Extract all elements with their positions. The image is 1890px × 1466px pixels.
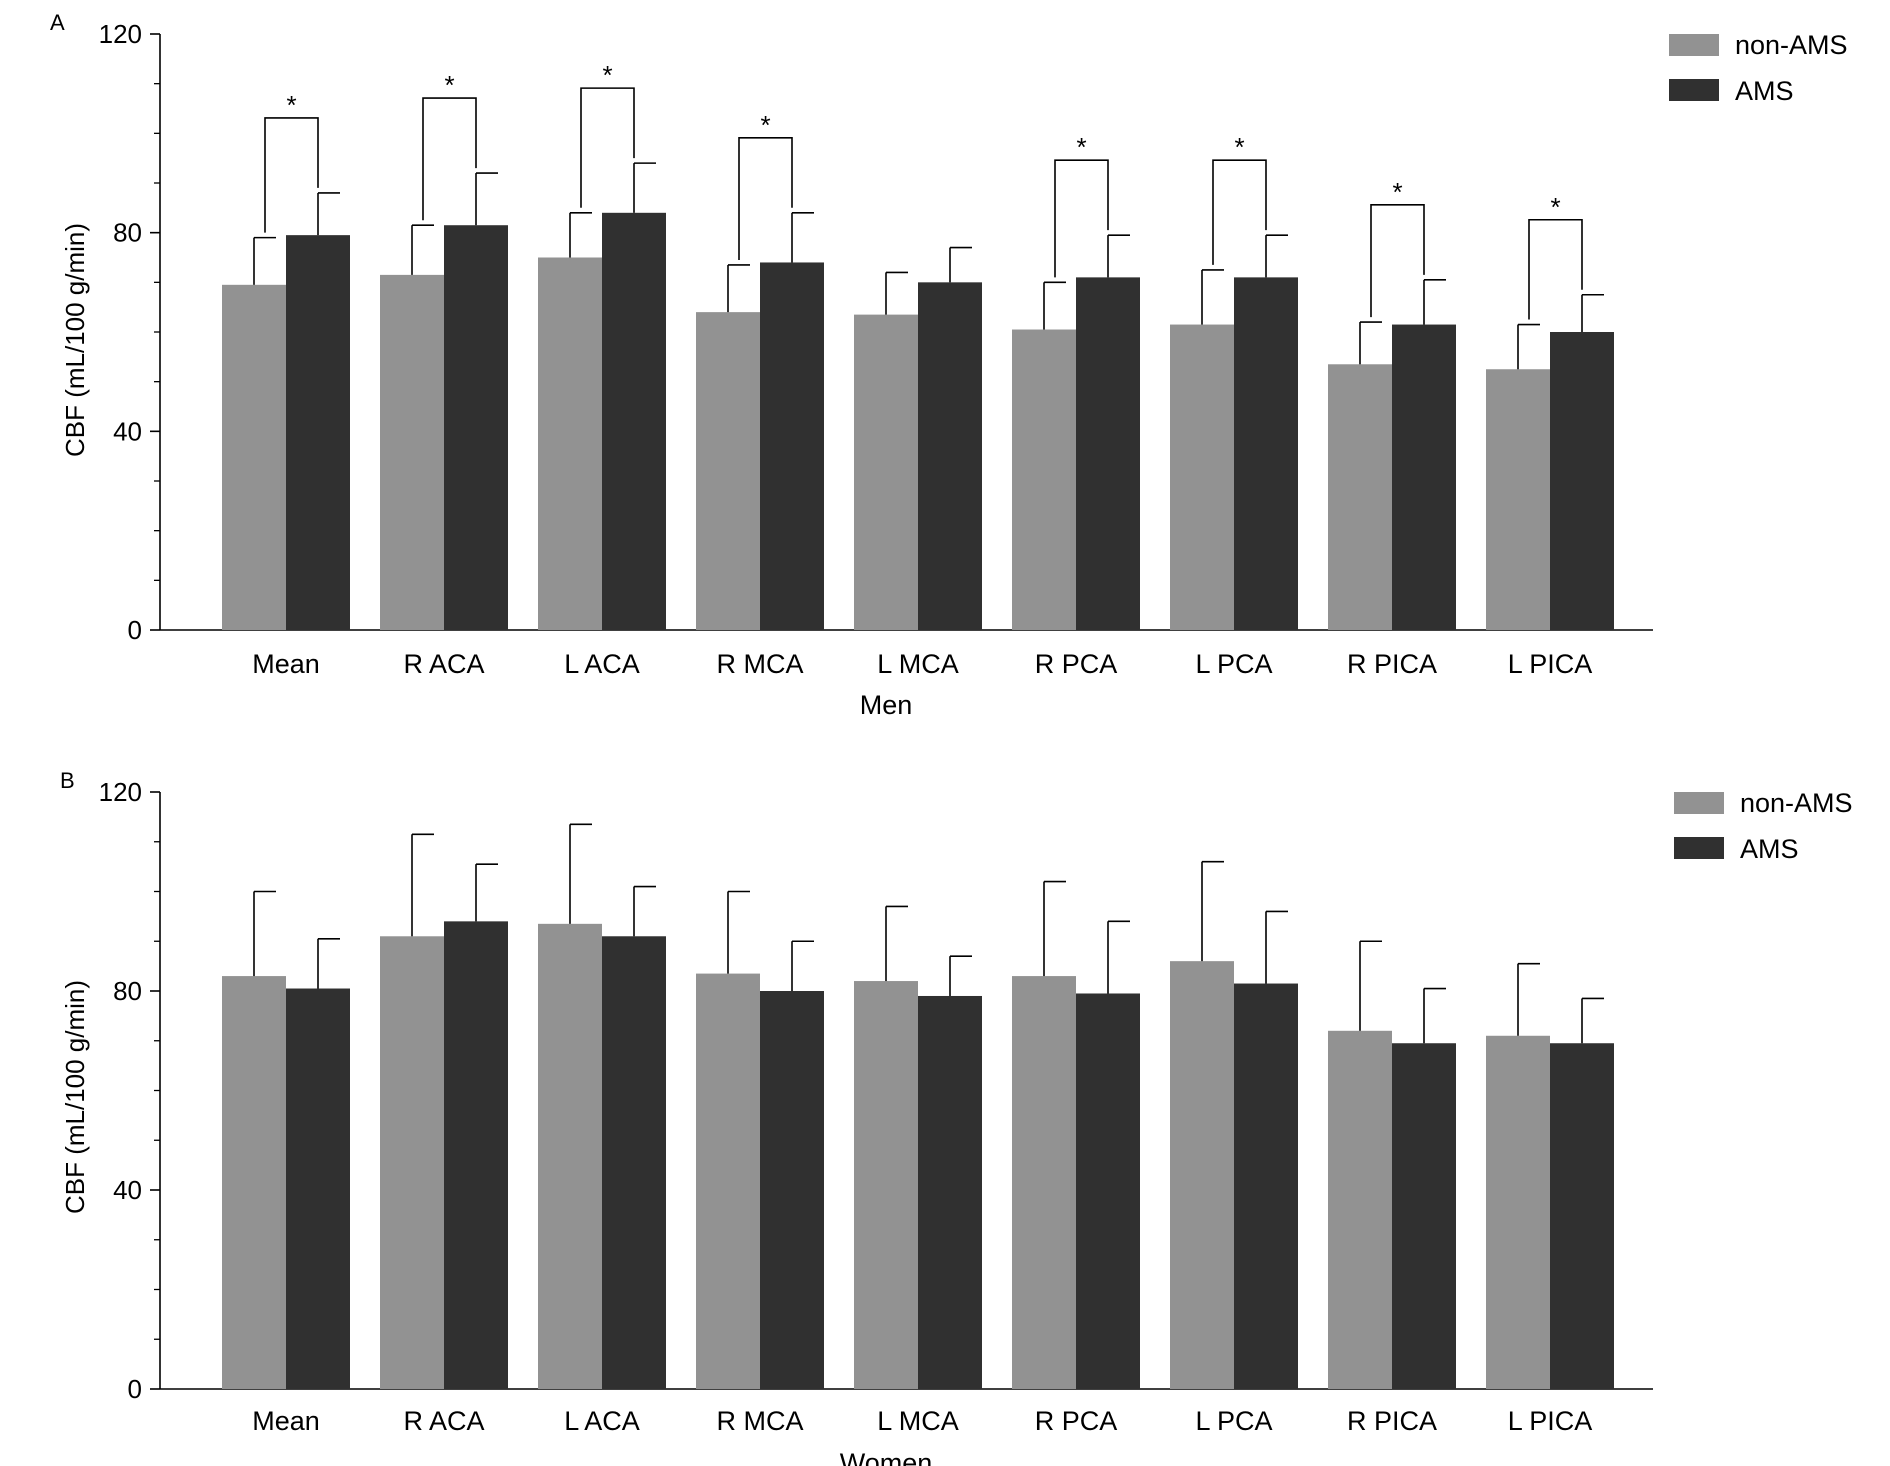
bar-non-ams [854, 981, 918, 1389]
bar-ams [760, 991, 824, 1389]
y-tick-label: 120 [99, 19, 142, 49]
significance-marker: * [444, 70, 454, 100]
legend-label-non-ams: non-AMS [1740, 788, 1853, 818]
x-tick-label: L MCA [877, 1406, 959, 1436]
significance-bracket [1212, 159, 1267, 265]
significance-marker: * [602, 60, 612, 90]
panel-a-men: A CBF (mL/100 g/min) Men non-AMS AMS 0 40… [50, 10, 1848, 720]
significance-bracket [1528, 218, 1583, 320]
bar-ams [444, 225, 508, 630]
significance-bracket [264, 117, 319, 233]
x-tick-label: L PICA [1508, 649, 1593, 679]
significance-marker: * [1076, 132, 1086, 162]
significance-bracket [1370, 204, 1425, 318]
legend-label-non-ams: non-AMS [1735, 30, 1848, 60]
panel-label: B [60, 768, 75, 793]
y-tick-label: 0 [128, 1374, 142, 1404]
bar-non-ams [380, 936, 444, 1389]
y-tick-label: 120 [99, 777, 142, 807]
significance-bracket [422, 97, 477, 221]
bar-non-ams [696, 973, 760, 1389]
bar-non-ams [1170, 961, 1234, 1389]
bar-non-ams [696, 312, 760, 630]
significance-marker: * [286, 90, 296, 120]
x-tick-label: L PICA [1508, 1406, 1593, 1436]
bar-non-ams [222, 976, 286, 1389]
x-tick-label: L PCA [1195, 649, 1272, 679]
bar-ams [1076, 277, 1140, 630]
bar-non-ams [222, 284, 286, 630]
bar-ams [1550, 1043, 1614, 1389]
bar-ams [602, 212, 666, 631]
bar-ams [918, 995, 982, 1389]
legend-swatch-non-ams [1674, 792, 1724, 814]
bar-non-ams [854, 314, 918, 630]
legend-label-ams: AMS [1735, 76, 1794, 106]
panel-label: A [50, 10, 65, 35]
bar-non-ams [538, 923, 602, 1389]
legend-swatch-non-ams [1669, 34, 1719, 56]
x-tick-label: L ACA [564, 649, 640, 679]
y-tick-label: 80 [113, 976, 142, 1006]
significance-bracket [580, 87, 635, 208]
significance-marker: * [1550, 192, 1560, 222]
significance-marker: * [1234, 132, 1244, 162]
y-tick-label: 40 [113, 1175, 142, 1205]
legend-label-ams: AMS [1740, 834, 1799, 864]
panel-b-women: B CBF (mL/100 g/min) Women non-AMS AMS 0… [60, 768, 1853, 1466]
bar-non-ams [1486, 1035, 1550, 1389]
bar-non-ams [538, 257, 602, 630]
x-axis-label: Men [860, 690, 913, 720]
bar-ams [1234, 983, 1298, 1389]
x-tick-label: L ACA [564, 1406, 640, 1436]
bar-non-ams [1328, 364, 1392, 630]
y-tick-label: 80 [113, 218, 142, 248]
bar-ams [1392, 1043, 1456, 1389]
bar-non-ams [1012, 976, 1076, 1389]
x-tick-label: L MCA [877, 649, 959, 679]
x-tick-label: L PCA [1195, 1406, 1272, 1436]
bar-ams [1550, 332, 1614, 630]
bar-ams [1076, 993, 1140, 1389]
legend-swatch-ams [1669, 79, 1719, 101]
significance-bracket [738, 137, 793, 260]
y-axis-label: CBF (mL/100 g/min) [60, 980, 90, 1214]
x-tick-label: R PICA [1347, 1406, 1437, 1436]
x-axis-label: Women [840, 1448, 933, 1466]
legend-swatch-ams [1674, 837, 1724, 859]
x-tick-label: R ACA [403, 1406, 484, 1436]
x-tick-label: Mean [252, 649, 320, 679]
bar-ams [286, 235, 350, 630]
x-tick-label: R PCA [1035, 1406, 1118, 1436]
x-tick-label: R MCA [717, 649, 804, 679]
y-axis-label: CBF (mL/100 g/min) [60, 223, 90, 457]
x-tick-label: R MCA [717, 1406, 804, 1436]
significance-bracket [1054, 159, 1109, 278]
bar-non-ams [1012, 329, 1076, 630]
bar-ams [760, 262, 824, 630]
y-tick-label: 0 [128, 615, 142, 645]
bar-ams [918, 282, 982, 630]
x-tick-label: R PCA [1035, 649, 1118, 679]
x-tick-label: R PICA [1347, 649, 1437, 679]
bar-ams [286, 988, 350, 1389]
significance-marker: * [760, 110, 770, 140]
significance-marker: * [1392, 177, 1402, 207]
x-tick-label: Mean [252, 1406, 320, 1436]
bar-non-ams [380, 274, 444, 630]
bar-ams [444, 921, 508, 1389]
bar-ams [602, 936, 666, 1389]
bar-non-ams [1486, 369, 1550, 630]
bar-non-ams [1170, 324, 1234, 630]
y-tick-label: 40 [113, 416, 142, 446]
bar-ams [1234, 277, 1298, 630]
bar-ams [1392, 324, 1456, 630]
x-tick-label: R ACA [403, 649, 484, 679]
bar-non-ams [1328, 1030, 1392, 1389]
